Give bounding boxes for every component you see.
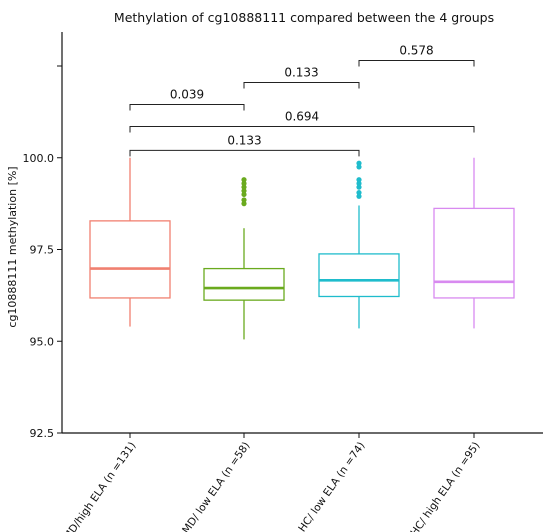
p-value-label: 0.039 xyxy=(170,88,204,102)
x-tick-label: aMD/high ELA (n =131) xyxy=(58,440,139,532)
outlier-point xyxy=(241,177,247,183)
p-value-label: 0.578 xyxy=(399,43,433,57)
p-value-label: 0.133 xyxy=(227,133,261,147)
outlier-point xyxy=(356,180,362,187)
y-tick-label: 95.0 xyxy=(30,335,55,348)
outlier-point xyxy=(241,201,247,207)
x-tick-label: HC/ high ELA (n =95) xyxy=(408,440,482,532)
outlier-point xyxy=(241,188,247,194)
outlier-point xyxy=(241,184,247,190)
outlier-point xyxy=(356,184,362,190)
outlier-point xyxy=(241,180,247,187)
outlier-point xyxy=(241,191,247,198)
y-tick-label: 92.5 xyxy=(30,427,55,440)
p-value-label: 0.133 xyxy=(284,66,318,80)
significance-bracket xyxy=(129,149,360,157)
significance-bracket xyxy=(358,59,475,67)
outlier-point xyxy=(356,160,362,166)
box-iqr xyxy=(89,220,171,299)
box-iqr xyxy=(433,207,515,299)
x-tick-label: aMD/ low ELA (n =58) xyxy=(176,440,252,532)
outlier-point xyxy=(356,177,362,183)
significance-bracket xyxy=(129,126,475,133)
chart-title: Methylation of cg10888111 compared betwe… xyxy=(114,10,494,25)
box-iqr xyxy=(203,267,285,301)
significance-bracket xyxy=(243,82,360,89)
outlier-point xyxy=(356,164,362,170)
significance-bracket xyxy=(129,104,245,111)
outlier-point xyxy=(356,193,362,199)
p-value-label: 0.694 xyxy=(285,110,319,124)
y-tick-label: 97.5 xyxy=(30,244,55,257)
x-tick-label: HC/ low ELA (n =74) xyxy=(296,440,367,532)
box-iqr xyxy=(318,253,400,298)
y-axis-label: cg10888111 methylation [%] xyxy=(6,166,19,327)
y-tick-label: 100.0 xyxy=(23,152,55,165)
outlier-point xyxy=(356,190,362,196)
outlier-point xyxy=(241,197,247,203)
